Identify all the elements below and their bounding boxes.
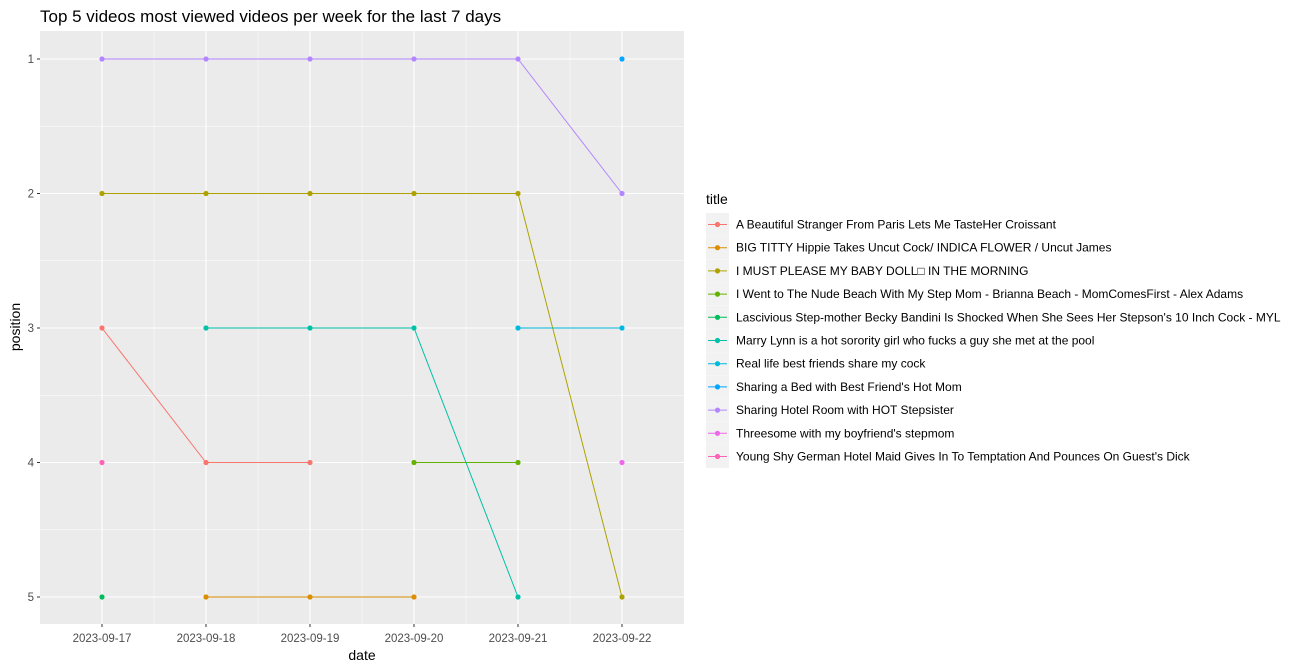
legend-label: Marry Lynn is a hot sorority girl who fu… [736, 334, 1094, 348]
legend-key-point [714, 407, 721, 413]
data-point [99, 190, 105, 197]
y-tick-label: 4 [28, 458, 35, 470]
data-point [203, 594, 209, 600]
x-tick-label: 2023-09-21 [489, 633, 548, 645]
legend-item: Threesome with my boyfriend's stepmom [706, 421, 954, 445]
x-axis: 2023-09-17 2023-09-18 2023-09-19 2023-09-20… [73, 624, 652, 645]
legend-label: Sharing a Bed with Best Friend's Hot Mom [736, 380, 962, 394]
data-point [411, 325, 417, 331]
data-point [619, 459, 625, 466]
y-tick-label: 1 [28, 54, 34, 66]
legend-key-point [714, 314, 721, 320]
series-line [102, 58, 623, 194]
data-point [99, 594, 105, 600]
legend-item: BIG TITTY Hippie Takes Uncut Cock/ INDIC… [706, 236, 1111, 260]
x-tick-label: 2023-09-20 [385, 633, 444, 645]
data-point [619, 594, 625, 600]
legend-label: BIG TITTY Hippie Takes Uncut Cock/ INDIC… [736, 241, 1111, 255]
legend-label: Threesome with my boyfriend's stepmom [736, 426, 954, 440]
x-tick-label: 2023-09-18 [177, 633, 236, 645]
legend-key-point [714, 221, 721, 228]
data-point [411, 56, 417, 62]
legend-key-point [714, 337, 721, 344]
legend-label: I MUST PLEASE MY BABY DOLL□ IN THE MORNI… [736, 264, 1028, 278]
legend-item: Young Shy German Hotel Maid Gives In To … [706, 445, 1191, 468]
x-axis-title: date [348, 647, 375, 663]
x-tick-label: 2023-09-22 [593, 633, 652, 645]
data-point [619, 56, 625, 62]
legend-label: Real life best friends share my cock [736, 357, 926, 371]
legend-key-point [714, 361, 721, 367]
legend-item: Real life best friends share my cock [706, 352, 926, 376]
data-point [307, 594, 313, 600]
data-point [411, 459, 417, 466]
legend-label: Lascivious Step-mother Becky Bandini Is … [736, 310, 1281, 324]
legend-label: I Went to The Nude Beach With My Step Mo… [736, 287, 1243, 301]
legend-key-point [714, 453, 721, 460]
data-point [307, 325, 313, 331]
data-point [515, 325, 521, 331]
data-point [515, 594, 521, 600]
legend-item: I Went to The Nude Beach With My Step Mo… [706, 282, 1243, 306]
legend-key-point [714, 430, 721, 436]
legend-label: Young Shy German Hotel Maid Gives In To … [736, 450, 1191, 464]
legend-key-point [714, 291, 721, 297]
data-point [411, 594, 417, 600]
data-point [515, 190, 521, 197]
data-point [99, 56, 105, 62]
chart-title: Top 5 videos most viewed videos per week… [40, 7, 501, 26]
y-tick-label: 5 [28, 592, 34, 604]
legend-item: A Beautiful Stranger From Paris Lets Me … [706, 213, 1057, 236]
legend: title A Beautiful Stranger From Paris Le… [706, 191, 1281, 468]
series-points [99, 56, 625, 600]
legend-item: Marry Lynn is a hot sorority girl who fu… [706, 329, 1094, 352]
legend-label: A Beautiful Stranger From Paris Lets Me … [736, 218, 1057, 232]
y-tick-label: 3 [28, 323, 34, 335]
legend-item: Sharing Hotel Room with HOT Stepsister [706, 398, 954, 422]
data-point [203, 459, 209, 466]
series-line [206, 327, 519, 598]
data-point [203, 325, 209, 331]
data-point [307, 190, 313, 197]
legend-key-point [714, 245, 721, 251]
series-line [102, 193, 623, 598]
data-point [99, 325, 105, 331]
x-tick-label: 2023-09-17 [73, 633, 132, 645]
legend-label: Sharing Hotel Room with HOT Stepsister [736, 403, 954, 417]
y-axis-title: position [7, 303, 23, 351]
legend-key-point [714, 384, 721, 390]
legend-title: title [706, 191, 728, 207]
data-point [411, 190, 417, 197]
data-point [203, 190, 209, 197]
data-point [307, 56, 313, 62]
data-point [619, 325, 625, 331]
data-point [203, 56, 209, 62]
data-point [99, 459, 105, 466]
data-point [619, 190, 625, 197]
data-point [515, 459, 521, 466]
legend-item: Sharing a Bed with Best Friend's Hot Mom [706, 375, 962, 399]
legend-item: I MUST PLEASE MY BABY DOLL□ IN THE MORNI… [706, 259, 1028, 283]
x-tick-label: 2023-09-19 [281, 633, 340, 645]
y-tick-label: 2 [28, 189, 34, 201]
data-point [515, 56, 521, 62]
y-axis: 1 2 3 4 5 [28, 54, 40, 604]
legend-key-point [714, 268, 721, 274]
data-point [307, 459, 313, 466]
legend-item: Lascivious Step-mother Becky Bandini Is … [706, 305, 1281, 329]
